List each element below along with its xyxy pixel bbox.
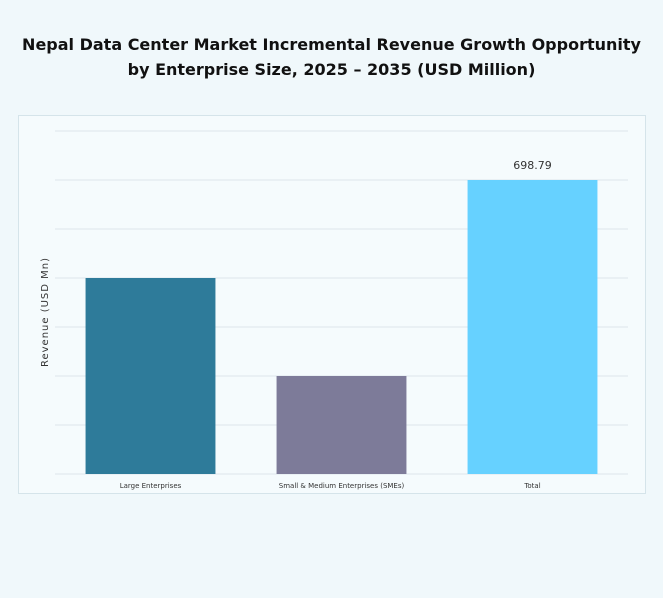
bar	[467, 180, 598, 474]
bar	[276, 376, 407, 474]
data-label: 698.79	[513, 159, 552, 172]
x-tick-label: Small & Medium Enterprises (SMEs)	[279, 482, 405, 490]
x-tick-label: Large Enterprises	[120, 482, 182, 490]
y-axis-label: Revenue (USD Mn)	[40, 257, 51, 367]
bar	[85, 278, 216, 474]
chart-title: Nepal Data Center Market Incremental Rev…	[22, 35, 641, 79]
x-tick-label: Total	[523, 482, 540, 490]
